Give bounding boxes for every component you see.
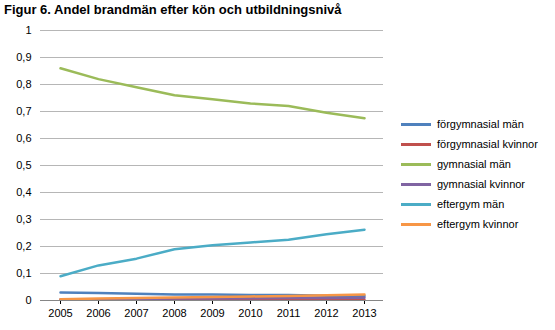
svg-text:2006: 2006 — [86, 307, 110, 319]
svg-text:0,3: 0,3 — [16, 213, 31, 225]
svg-text:0,4: 0,4 — [16, 186, 31, 198]
svg-text:2013: 2013 — [352, 307, 376, 319]
svg-text:0,7: 0,7 — [16, 105, 31, 117]
html-text:förgymnasial kvinnor: förgymnasial kvinnor — [437, 138, 538, 150]
html-text:gymnasial kvinnor: gymnasial kvinnor — [437, 178, 525, 190]
svg-text:1: 1 — [25, 24, 31, 36]
svg-text:2009: 2009 — [200, 307, 224, 319]
html-text:gymnasial män: gymnasial män — [437, 158, 511, 170]
html-text:eftergym män: eftergym män — [437, 198, 505, 210]
svg-text:0,2: 0,2 — [16, 240, 31, 252]
svg-text:0,8: 0,8 — [16, 78, 31, 90]
svg-text:2012: 2012 — [314, 307, 338, 319]
svg-text:0,1: 0,1 — [16, 267, 31, 279]
html-text:förgymnasial män: förgymnasial män — [437, 118, 524, 130]
svg-text:2011: 2011 — [277, 307, 301, 319]
svg-text:2010: 2010 — [238, 307, 262, 319]
svg-text:0,9: 0,9 — [16, 51, 31, 63]
svg-text:2007: 2007 — [124, 307, 148, 319]
svg-text:0,5: 0,5 — [16, 159, 31, 171]
html-text:Figur 6. Andel brandmän efter: Figur 6. Andel brandmän efter kön och ut… — [4, 2, 342, 17]
svg-text:0,6: 0,6 — [16, 132, 31, 144]
svg-text:2005: 2005 — [48, 307, 72, 319]
html-text:eftergym kvinnor: eftergym kvinnor — [437, 218, 519, 230]
svg-text:0: 0 — [25, 294, 31, 306]
svg-text:2008: 2008 — [162, 307, 186, 319]
